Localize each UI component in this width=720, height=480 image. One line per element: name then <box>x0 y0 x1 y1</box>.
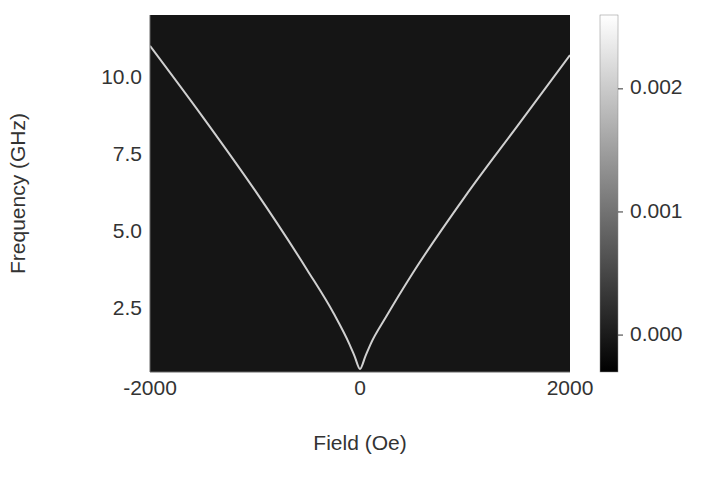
svg-text:7.5: 7.5 <box>113 142 142 165</box>
svg-text:Frequency (GHz): Frequency (GHz) <box>6 113 29 274</box>
svg-text:Field (Oe): Field (Oe) <box>313 431 406 454</box>
svg-text:-2000: -2000 <box>123 376 177 399</box>
svg-text:0.001: 0.001 <box>630 199 683 222</box>
svg-text:0: 0 <box>354 376 366 399</box>
svg-text:5.0: 5.0 <box>113 219 142 242</box>
svg-text:10.0: 10.0 <box>101 65 142 88</box>
svg-text:2000: 2000 <box>547 376 594 399</box>
svg-text:0.000: 0.000 <box>630 322 683 345</box>
svg-text:0.002: 0.002 <box>630 75 683 98</box>
svg-text:2.5: 2.5 <box>113 296 142 319</box>
